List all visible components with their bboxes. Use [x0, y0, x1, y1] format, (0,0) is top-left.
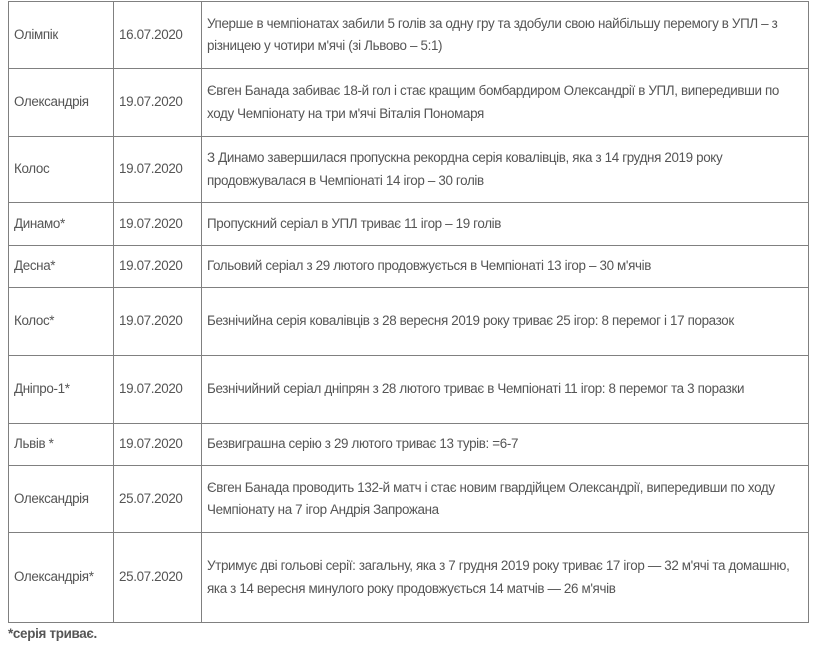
description-cell: Уперше в чемпіонатах забили 5 голів за о…	[201, 1, 809, 69]
table-row: Колос 19.07.2020 З Динамо завершилася проп…	[8, 136, 809, 203]
description-cell: Пропускний серіал в УПЛ триває 11 ігор –…	[201, 202, 809, 246]
date-cell: 19.07.2020	[113, 287, 202, 356]
team-cell: Олімпік	[8, 1, 114, 69]
description-cell: З Динамо завершилася пропускна рекордна …	[201, 136, 809, 203]
date-cell: 25.07.2020	[113, 532, 202, 623]
team-cell: Олександрія*	[8, 532, 114, 623]
table-row: Олександрія 25.07.2020 Євген Банада провод…	[8, 465, 809, 533]
team-cell: Дніпро-1*	[8, 355, 114, 424]
description-cell: Євген Банада забиває 18-й гол і стає кра…	[201, 68, 809, 137]
date-cell: 16.07.2020	[113, 1, 202, 69]
date-cell: 19.07.2020	[113, 355, 202, 424]
team-cell: Десна*	[8, 245, 114, 288]
table-row: Десна* 19.07.2020 Гольовий серіал з 29 лют…	[8, 245, 809, 288]
date-cell: 19.07.2020	[113, 68, 202, 137]
team-cell: Львів *	[8, 423, 114, 466]
team-cell: Колос	[8, 136, 114, 203]
team-cell: Олександрія	[8, 68, 114, 137]
table-row: Дніпро-1* 19.07.2020 Безнічийний серіал дн…	[8, 355, 809, 424]
table-row: Колос* 19.07.2020 Безнічийна серія ковалів…	[8, 287, 809, 356]
description-cell: Безнічийний серіал дніпрян з 28 лютого т…	[201, 355, 809, 424]
description-cell: Безвиграшна серію з 29 лютого триває 13 …	[201, 423, 809, 466]
date-cell: 19.07.2020	[113, 423, 202, 466]
description-cell: Безнічийна серія ковалівців з 28 вересня…	[201, 287, 809, 356]
date-cell: 25.07.2020	[113, 465, 202, 533]
table-row: Олександрія* 25.07.2020 Утримує дві гольов…	[8, 532, 809, 623]
description-cell: Євген Банада проводить 132-й матч і стає…	[201, 465, 809, 533]
team-cell: Динамо*	[8, 202, 114, 246]
date-cell: 19.07.2020	[113, 136, 202, 203]
table-row: Динамо* 19.07.2020 Пропускний серіал в УПЛ…	[8, 202, 809, 246]
table-row: Олімпік 16.07.2020 Уперше в чемпіонатах за…	[8, 1, 809, 69]
team-cell: Олександрія	[8, 465, 114, 533]
records-table: Олімпік 16.07.2020 Уперше в чемпіонатах за…	[8, 1, 809, 623]
table-row: Львів * 19.07.2020 Безвиграшна серію з 29 …	[8, 423, 809, 466]
date-cell: 19.07.2020	[113, 245, 202, 288]
date-cell: 19.07.2020	[113, 202, 202, 246]
description-cell: Утримує дві гольові серії: загальну, яка…	[201, 532, 809, 623]
description-cell: Гольовий серіал з 29 лютого продовжуєтьс…	[201, 245, 809, 288]
table-row: Олександрія 19.07.2020 Євген Банада забива…	[8, 68, 809, 137]
footnote: *серія триває.	[8, 626, 97, 641]
team-cell: Колос*	[8, 287, 114, 356]
